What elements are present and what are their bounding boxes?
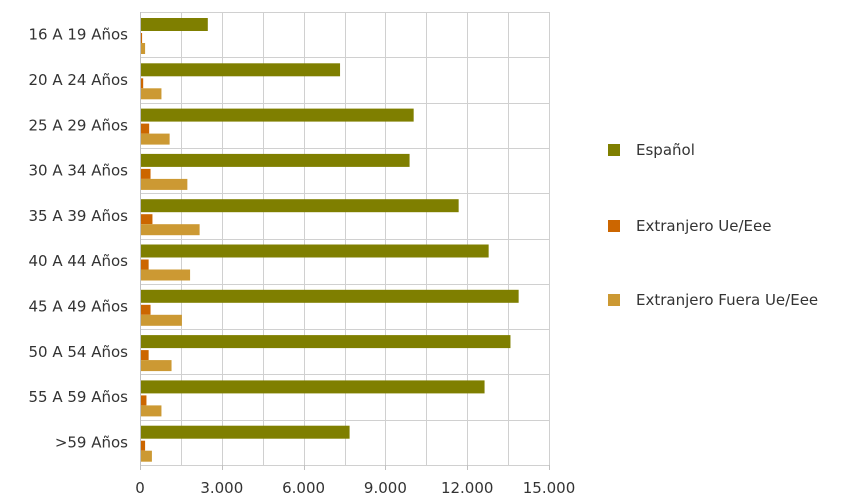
legend-swatch xyxy=(608,144,620,156)
bar-9-1 xyxy=(141,440,146,451)
bar-7-1 xyxy=(141,350,149,361)
bar-6-0 xyxy=(141,289,519,303)
bar-3-1 xyxy=(141,168,151,179)
legend-label: Español xyxy=(636,141,695,159)
category-label: 30 A 34 Años xyxy=(29,162,129,180)
x-tick-label: 0 xyxy=(135,479,145,497)
category-label: 55 A 59 Años xyxy=(29,388,129,406)
legend-label: Extranjero Ue/Eee xyxy=(636,217,771,235)
category-label: >59 Años xyxy=(55,433,128,451)
bar-0-2 xyxy=(141,43,146,54)
category-label: 35 A 39 Años xyxy=(29,207,129,225)
bar-9-0 xyxy=(141,425,350,439)
bars-group xyxy=(141,18,519,462)
bar-4-0 xyxy=(141,199,459,213)
bar-2-0 xyxy=(141,108,414,122)
category-label: 25 A 29 Años xyxy=(29,116,129,134)
bar-8-1 xyxy=(141,395,147,406)
legend-swatch xyxy=(608,294,620,306)
bar-3-0 xyxy=(141,153,410,167)
legend: Español Extranjero Ue/Eee Extranjero Fuera… xyxy=(608,141,818,309)
x-tick-label: 6.000 xyxy=(282,479,325,497)
bar-6-1 xyxy=(141,304,151,315)
grid-lines xyxy=(140,12,550,470)
bar-1-0 xyxy=(141,63,341,77)
legend-swatch xyxy=(608,220,620,232)
bar-2-2 xyxy=(141,133,170,145)
bar-6-2 xyxy=(141,314,182,326)
bar-1-2 xyxy=(141,88,162,100)
category-label: 40 A 44 Años xyxy=(29,252,129,270)
bar-5-1 xyxy=(141,259,149,270)
bar-4-2 xyxy=(141,224,200,236)
category-label: 45 A 49 Años xyxy=(29,297,129,315)
category-labels: 16 A 19 Años 20 A 24 Años 25 A 29 Años 30 A… xyxy=(29,26,129,452)
bar-1-1 xyxy=(141,78,144,89)
category-label: 16 A 19 Años xyxy=(29,26,129,44)
bar-0-0 xyxy=(141,18,208,31)
legend-label: Extranjero Fuera Ue/Eee xyxy=(636,291,818,309)
bar-0-1 xyxy=(141,33,143,43)
category-label: 50 A 54 Años xyxy=(29,343,129,361)
category-label: 20 A 24 Años xyxy=(29,71,129,89)
bar-7-2 xyxy=(141,360,172,372)
x-tick-label: 15.000 xyxy=(523,479,576,497)
bar-5-2 xyxy=(141,269,191,281)
x-tick-label: 12.000 xyxy=(441,479,494,497)
bar-3-2 xyxy=(141,178,188,190)
bar-5-0 xyxy=(141,244,489,258)
bar-8-0 xyxy=(141,380,485,394)
bar-2-1 xyxy=(141,123,150,134)
x-tick-labels: 0 3.000 6.000 9.000 12.000 15.000 xyxy=(135,479,575,497)
bar-7-0 xyxy=(141,335,511,349)
bar-9-2 xyxy=(141,450,152,462)
bar-8-2 xyxy=(141,405,162,417)
x-tick-label: 3.000 xyxy=(200,479,243,497)
bar-4-1 xyxy=(141,214,153,225)
x-tick-label: 9.000 xyxy=(364,479,407,497)
